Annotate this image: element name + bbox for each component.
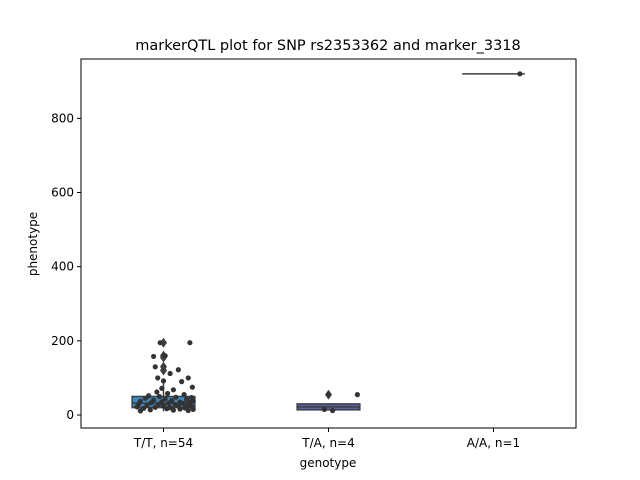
y-tick-label: 200 bbox=[51, 334, 74, 348]
chart-title: markerQTL plot for SNP rs2353362 and mar… bbox=[135, 38, 521, 54]
data-point bbox=[160, 403, 167, 409]
data-point bbox=[134, 404, 140, 410]
data-point bbox=[160, 378, 167, 384]
data-point bbox=[147, 407, 153, 413]
data-point bbox=[155, 375, 161, 381]
x-axis: T/T, n=54 T/A, n=4 A/A, n=1 bbox=[133, 428, 520, 450]
y-tick-label: 0 bbox=[66, 408, 74, 422]
data-point bbox=[179, 379, 185, 385]
x-axis-label: genotype bbox=[300, 456, 357, 470]
data-point bbox=[190, 406, 196, 413]
data-point bbox=[162, 353, 168, 359]
data-point bbox=[155, 401, 162, 407]
data-point bbox=[321, 406, 327, 413]
data-point bbox=[330, 407, 336, 414]
data-point bbox=[165, 390, 171, 397]
data-point bbox=[187, 340, 193, 346]
data-point bbox=[189, 384, 195, 390]
plot-frame bbox=[80, 58, 577, 429]
box-group bbox=[296, 389, 361, 411]
outlier-marker bbox=[160, 337, 167, 348]
data-point bbox=[184, 396, 190, 403]
x-tick-label: T/T, n=54 bbox=[133, 436, 193, 450]
outlier-marker bbox=[160, 361, 167, 372]
data-point bbox=[165, 400, 172, 406]
data-point bbox=[517, 71, 523, 77]
data-point bbox=[144, 402, 150, 408]
x-tick-label: T/A, n=4 bbox=[301, 436, 355, 450]
data-point bbox=[173, 394, 179, 400]
data-point bbox=[148, 400, 154, 406]
data-point bbox=[170, 407, 176, 413]
y-axis: 0 200 400 600 800 bbox=[51, 111, 81, 422]
data-point bbox=[185, 407, 191, 414]
data-point bbox=[177, 406, 183, 412]
data-point bbox=[159, 385, 165, 391]
data-point bbox=[175, 367, 181, 373]
y-tick-label: 800 bbox=[51, 111, 74, 125]
data-point bbox=[152, 404, 158, 410]
data-point bbox=[354, 392, 360, 398]
data-point bbox=[162, 396, 168, 402]
data-point bbox=[185, 375, 191, 381]
y-tick-label: 600 bbox=[51, 186, 74, 200]
data-point bbox=[164, 406, 170, 412]
data-point bbox=[167, 370, 173, 377]
data-point bbox=[152, 364, 158, 370]
plot-area bbox=[80, 58, 577, 429]
data-point bbox=[154, 389, 160, 395]
x-tick-label: A/A, n=1 bbox=[467, 436, 520, 450]
data-point bbox=[181, 392, 187, 398]
data-point bbox=[151, 353, 157, 360]
data-point bbox=[157, 340, 163, 346]
data-point bbox=[180, 400, 186, 407]
y-tick-label: 400 bbox=[51, 260, 74, 274]
data-point bbox=[142, 395, 148, 401]
data-point bbox=[156, 393, 162, 400]
data-point bbox=[325, 392, 332, 398]
data-point bbox=[170, 387, 176, 393]
y-axis-label: phenotype bbox=[26, 212, 40, 276]
data-point bbox=[137, 408, 143, 414]
